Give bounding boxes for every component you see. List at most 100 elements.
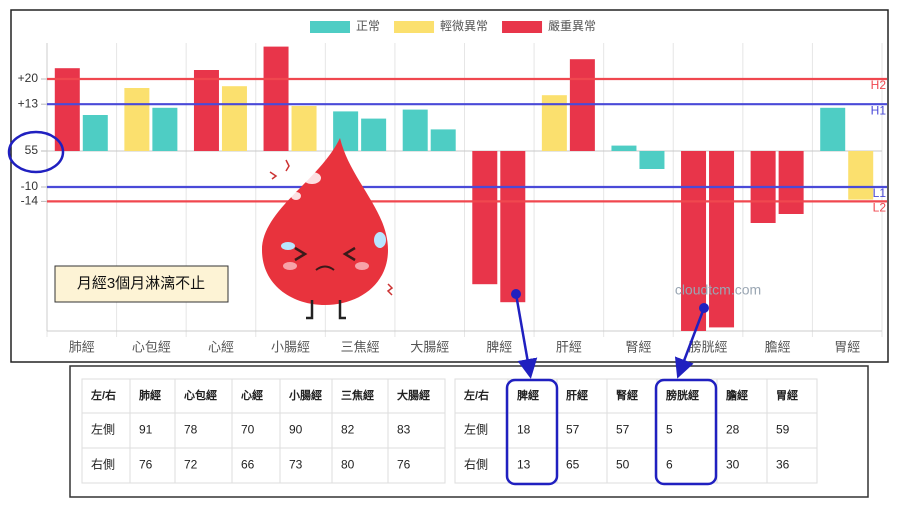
bar [848,151,874,200]
x-tick-label: 大腸經 [410,339,449,354]
watermark: cloudtcm.com [675,282,761,298]
table-cell: 80 [341,458,355,472]
table-header: 胃經 [776,388,798,402]
y-tick-label: 55 [25,143,39,157]
table-header: 肝經 [566,388,588,402]
highlight-box [654,378,718,486]
annotation: 月經3個月淋漓不止 [77,275,205,292]
y-tick-label: +13 [18,96,39,110]
x-tick-label: 肝經 [556,339,582,354]
bar [778,151,804,214]
table-header: 大腸經 [397,388,430,402]
table-cell: 18 [517,423,531,437]
reference-label: H1 [871,103,887,117]
table-cell: 30 [726,458,740,472]
arrow [674,307,706,379]
chart: +20 +13 55 -10-14 肺經 心包經 心經 小腸經 三焦經 大腸經 脾經 肝經 腎經 膀胱經 膽… [18,19,887,354]
bar [124,88,150,151]
table-cell: 36 [776,458,790,472]
table-cell: 66 [241,458,255,472]
y-tick-label: +20 [18,71,39,85]
x-tick-label: 膽經 [765,339,791,354]
table-cell: 90 [289,423,303,437]
arrow [514,293,538,379]
table [454,378,818,484]
table-cell: 57 [566,423,580,437]
table-header: 左/右 [463,388,489,402]
table-cell: 右側 [464,457,488,472]
x-tick-label: 小腸經 [271,339,310,354]
table-cell: 65 [566,458,580,472]
annotation-box [54,265,229,303]
x-tick-label: 腎經 [625,339,651,354]
bar [263,46,289,151]
legend-swatch [310,21,350,33]
table-cell: 70 [241,423,255,437]
table-header: 脾經 [517,388,539,402]
bar [709,151,735,328]
legend-swatch [502,21,543,33]
table-cell: 左側 [464,422,488,437]
bar [820,107,846,151]
x-tick-label: 心經 [208,339,234,354]
y-tick-label: -14 [21,194,39,208]
blood-drop [262,138,394,320]
legend-label: 嚴重異常 [548,19,596,33]
legend-label: 輕微異常 [440,19,488,33]
bar [291,106,317,151]
y-tick-label: -10 [21,179,39,193]
table-cell: 50 [616,458,630,472]
table [81,378,446,484]
table-header: 腎經 [616,388,638,402]
bar [500,151,526,303]
highlight-circle [7,130,65,174]
x-tick-label: 胃經 [834,339,860,354]
x-tick-label: 三焦經 [341,339,380,354]
table-header: 心包經 [184,388,217,402]
x-tick-label: 肺經 [69,339,95,354]
table-cell: 13 [517,458,531,472]
reference-label: L1 [873,186,887,200]
table-cell: 5 [666,423,673,437]
table-cell: 83 [397,423,411,437]
table-cell: 91 [139,423,153,437]
legend-swatch [394,21,435,33]
bar [611,145,637,151]
table-header: 膀胱經 [665,388,699,402]
table-cell: 6 [666,458,673,472]
bar [681,151,707,331]
x-tick-label: 脾經 [486,339,512,354]
table-header: 肺經 [139,388,161,402]
table-cell: 左側 [91,422,115,437]
bar [472,151,498,285]
table-cell: 28 [726,423,740,437]
highlight-box [505,378,559,486]
bar [82,115,108,151]
reference-label: L2 [873,201,887,215]
x-tick-label: 心包經 [132,339,171,354]
table-cell: 78 [184,423,198,437]
table-header: 左/右 [90,388,116,402]
bar [152,107,178,151]
bar [639,151,665,169]
legend-label: 正常 [356,19,380,33]
x-tick-label: 膀胱經 [689,339,728,354]
bar [221,86,247,151]
table-cell: 76 [139,458,153,472]
table-header: 心經 [241,388,263,402]
table-cell: 59 [776,423,790,437]
bar [54,68,80,151]
table-cell: 72 [184,458,198,472]
reference-label: H2 [871,78,887,92]
table-header: 膽經 [726,388,748,402]
table-cell: 57 [616,423,630,437]
table-header: 小腸經 [288,388,322,402]
bar [193,70,219,151]
table-cell: 右側 [91,457,115,472]
bar [402,109,428,151]
table-cell: 76 [397,458,411,472]
table-cell: 82 [341,423,355,437]
table-cell: 73 [289,458,303,472]
